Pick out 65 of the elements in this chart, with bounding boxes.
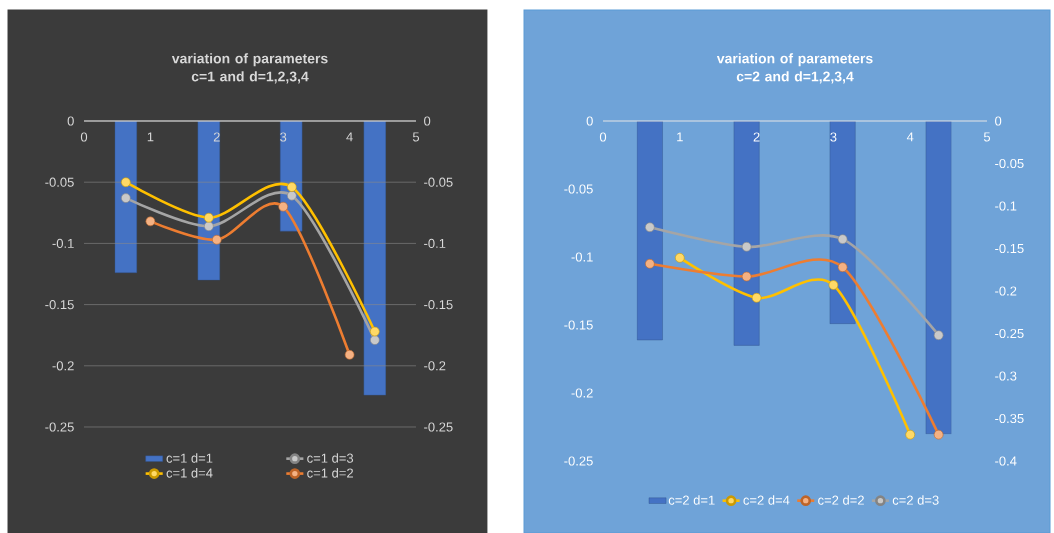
x-tick-label: 1	[677, 132, 683, 142]
point	[741, 271, 752, 282]
y-tick-label: 0	[586, 116, 593, 126]
x-tick-label: 0	[80, 132, 88, 142]
legend-label: c=1 d=4	[166, 468, 213, 478]
y-tick-label: -0.25	[564, 456, 593, 466]
y2-tick-label: -0.15	[424, 299, 453, 310]
point	[212, 234, 222, 245]
x-tick-label: 0	[599, 132, 607, 142]
y-tick-label: 0	[67, 116, 74, 126]
point	[933, 429, 944, 440]
point	[204, 221, 214, 232]
point	[287, 190, 297, 201]
y-tick-label: -0.2	[52, 361, 74, 371]
legend-label: c=1 d=2	[307, 468, 353, 478]
y2-tick-label: -0.35	[995, 413, 1024, 424]
y-tick-label: -0.25	[45, 422, 74, 432]
point	[344, 349, 355, 360]
x-tick-label: 4	[346, 132, 353, 142]
y2-tick-label: -0.25	[424, 422, 453, 432]
x-tick-label: 5	[983, 132, 991, 142]
y-tick-label: -0.15	[564, 320, 593, 330]
chart-title: variation of parameters c=1 and d=1,2,3,4	[171, 53, 328, 84]
point	[837, 234, 848, 244]
legend-label: c=2 d=2	[818, 495, 864, 505]
x-tick-label: 3	[280, 132, 287, 142]
point	[370, 335, 380, 345]
chart-title: variation of parameters c=2 and d=1,2,3,4	[716, 53, 873, 84]
y2-tick-label: -0.2	[995, 286, 1017, 296]
point	[645, 259, 655, 269]
x-tick-label: 2	[753, 132, 760, 142]
y2-tick-label: -0.2	[424, 361, 446, 371]
y2-tick-label: -0.25	[995, 328, 1024, 339]
y2-tick-label: -0.3	[995, 371, 1017, 381]
x-tick-label: 3	[830, 132, 837, 142]
y2-tick-label: -0.05	[995, 158, 1024, 169]
y2-tick-label: -0.1	[424, 238, 446, 248]
point	[645, 222, 655, 233]
legend-label: c=2 d=4	[743, 495, 790, 505]
x-tick-label: 2	[213, 132, 220, 142]
x-tick-label: 4	[906, 132, 914, 142]
legend-label: c=1 d=3	[307, 453, 354, 463]
y2-tick-label: 0	[995, 116, 1002, 126]
x-tick-label: 1	[147, 132, 154, 142]
point	[741, 242, 752, 252]
point	[933, 330, 944, 340]
point	[278, 201, 288, 212]
y-tick-label: -0.05	[45, 177, 74, 187]
y2-tick-label: -0.4	[995, 456, 1017, 466]
y2-tick-label: -0.1	[995, 201, 1017, 211]
y2-tick-label: 0	[424, 116, 431, 126]
y2-tick-label: -0.15	[995, 243, 1024, 254]
legend-label: c=2 d=3	[892, 495, 939, 505]
point	[121, 193, 131, 203]
x-tick-label: 5	[412, 132, 420, 142]
y-tick-label: -0.1	[571, 252, 593, 262]
legend-label: c=1 d=1	[166, 453, 213, 463]
point	[837, 262, 848, 272]
legend-label: c=2 d=1	[668, 495, 715, 505]
y-tick-label: -0.15	[45, 299, 74, 310]
point	[145, 216, 156, 227]
y2-tick-label: -0.05	[424, 177, 453, 187]
y-tick-label: -0.05	[564, 184, 593, 194]
y-tick-label: -0.1	[52, 238, 74, 248]
y-tick-label: -0.2	[571, 388, 593, 398]
